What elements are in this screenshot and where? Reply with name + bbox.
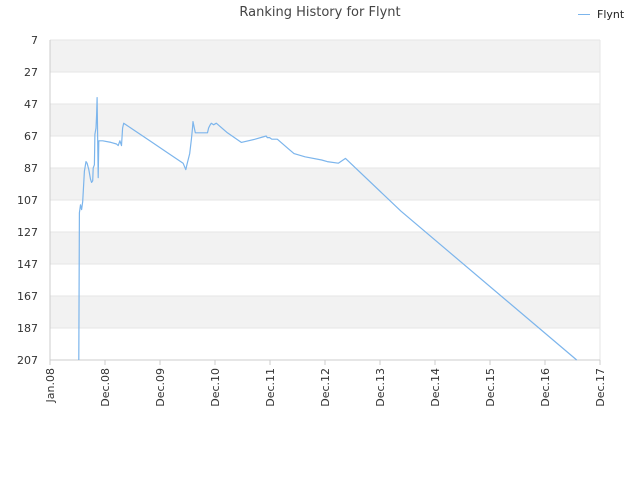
y-tick-label: 87 bbox=[24, 162, 38, 175]
y-axis-ticks: 7 27 47 67 87 107 127 147 167 187 207 bbox=[17, 34, 38, 367]
x-tick-label: Dec.15 bbox=[484, 368, 497, 407]
plot-band bbox=[50, 168, 600, 200]
series-line-flynt bbox=[78, 97, 578, 361]
x-tick-label: Dec.14 bbox=[429, 368, 442, 407]
plot-bands bbox=[50, 40, 600, 328]
plot-band bbox=[50, 40, 600, 72]
legend-label: Flynt bbox=[597, 8, 625, 21]
x-tick-label: Dec.08 bbox=[99, 368, 112, 407]
y-tick-label: 7 bbox=[31, 34, 38, 47]
plot-band bbox=[50, 296, 600, 328]
legend-item-flynt[interactable]: Flynt bbox=[578, 8, 624, 21]
y-tick-label: 67 bbox=[24, 130, 38, 143]
x-tick-label: Dec.16 bbox=[539, 368, 552, 407]
x-tick-label: Dec.12 bbox=[319, 368, 332, 407]
y-tick-label: 27 bbox=[24, 66, 38, 79]
y-tick-label: 147 bbox=[17, 258, 38, 271]
x-tick-label: Dec.17 bbox=[594, 368, 607, 407]
y-tick-label: 47 bbox=[24, 98, 38, 111]
x-tick-label: Dec.10 bbox=[209, 368, 222, 407]
plot-band bbox=[50, 104, 600, 136]
x-tick-label: Dec.09 bbox=[154, 368, 167, 407]
series-group bbox=[78, 97, 578, 361]
y-tick-label: 187 bbox=[17, 322, 38, 335]
y-tick-label: 127 bbox=[17, 226, 38, 239]
y-tick-label: 207 bbox=[17, 354, 38, 367]
x-tick-label: Jan.08 bbox=[44, 368, 57, 403]
y-tick-label: 107 bbox=[17, 194, 38, 207]
plot-band bbox=[50, 232, 600, 264]
y-tick-label: 167 bbox=[17, 290, 38, 303]
x-tick-label: Dec.11 bbox=[264, 368, 277, 407]
plot-gridlines bbox=[49, 39, 601, 361]
x-axis-ticks: Jan.08 Dec.08 Dec.09 Dec.10 Dec.11 Dec.12 Dec.… bbox=[44, 360, 607, 407]
chart-title: Ranking History for Flynt bbox=[239, 5, 401, 20]
legend-line-swatch bbox=[578, 14, 590, 15]
x-tick-label: Dec.13 bbox=[374, 368, 387, 407]
